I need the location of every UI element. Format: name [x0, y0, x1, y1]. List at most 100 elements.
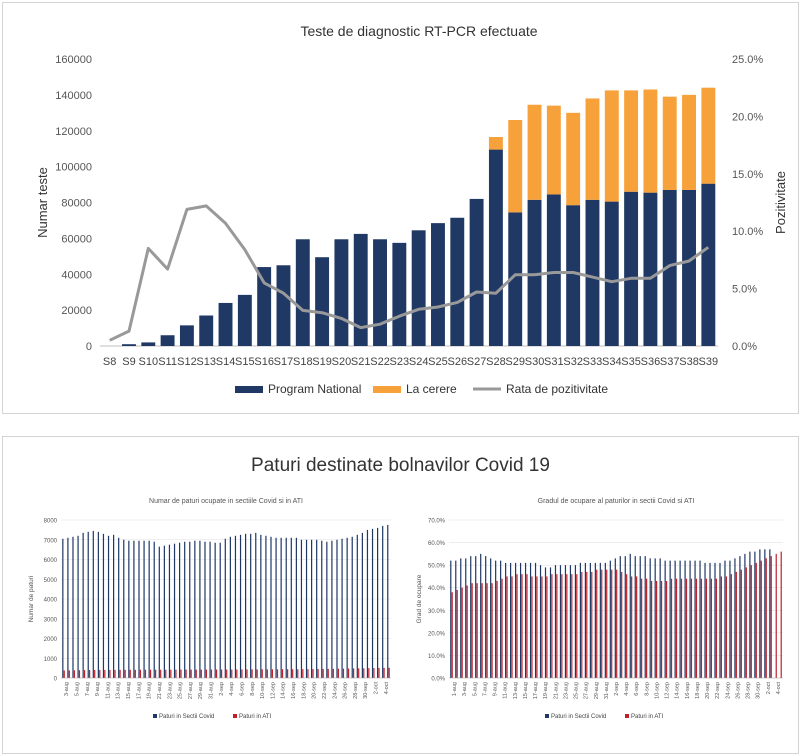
bar-sectii-covid	[87, 531, 89, 678]
bar-sectii-covid	[184, 541, 186, 678]
bar-sectii-covid	[361, 532, 363, 678]
x-tick-label: 6-sep	[634, 682, 640, 696]
bar-ati	[160, 669, 162, 678]
bar-ati	[456, 589, 458, 678]
bar-program-national	[701, 183, 716, 346]
x-tick-label: 29-aug	[594, 682, 600, 699]
bar-ati	[175, 669, 177, 678]
x-tick-label: S37	[660, 356, 680, 368]
bar-ati	[591, 571, 593, 678]
x-tick-label: 22-sep	[322, 682, 328, 699]
bar-ati	[139, 669, 141, 678]
y-tick-label: 8000	[44, 519, 58, 525]
bar-sectii-covid	[485, 556, 487, 678]
bar-sectii-covid	[719, 562, 721, 678]
x-tick-label: 4-oct	[384, 682, 390, 695]
bar-sectii-covid	[341, 538, 343, 678]
bar-program-national	[431, 223, 445, 346]
bar-ati	[670, 578, 673, 678]
bar-ati	[297, 669, 299, 678]
bar-program-national	[546, 194, 561, 346]
bar-ati	[271, 669, 273, 678]
bar-ati	[332, 668, 334, 678]
bar-sectii-covid	[113, 534, 115, 678]
x-tick-label: S16	[254, 356, 274, 368]
bar-sectii-covid	[285, 537, 287, 678]
x-tick-label: 7-aug	[482, 682, 488, 696]
x-tick-label: S21	[351, 356, 371, 368]
x-tick-label: S22	[370, 356, 390, 368]
bar-ati	[521, 574, 523, 678]
bar-sectii-covid	[290, 537, 292, 678]
bar-ati	[119, 669, 121, 678]
bar-sectii-covid	[644, 556, 646, 678]
bar-ati	[226, 669, 228, 678]
bar-sectii-covid	[475, 556, 477, 678]
x-tick-label: 16-sep	[685, 682, 691, 699]
x-tick-label: 9-aug	[95, 682, 101, 696]
bar-ati	[471, 583, 473, 678]
bar-sectii-covid	[604, 562, 606, 678]
beds-count-chart: Numar de paturi ocupate in sectiile Covi…	[28, 498, 391, 720]
bar-sectii-covid	[300, 539, 303, 678]
x-tick-label: 19-aug	[543, 682, 549, 699]
bar-sectii-covid	[664, 560, 666, 678]
bar-ati	[378, 667, 380, 678]
x-tick-label: 23-aug	[563, 682, 569, 699]
bar-program-national	[160, 335, 175, 346]
bar-sectii-covid	[305, 539, 308, 678]
bar-ati	[710, 578, 713, 678]
bar-sectii-covid	[234, 535, 237, 678]
bar-la-cerere	[682, 94, 696, 190]
bar-sectii-covid	[544, 567, 547, 678]
y-tick-label: 160000	[55, 54, 92, 66]
x-tick-label: S32	[563, 356, 583, 368]
bar-ati	[383, 667, 385, 678]
bar-sectii-covid	[529, 562, 532, 678]
x-tick-label: 1-aug	[452, 682, 458, 696]
bar-sectii-covid	[189, 541, 191, 678]
y-tick-label: 3000	[44, 617, 58, 623]
bar-sectii-covid	[609, 560, 611, 678]
bar-ati	[546, 576, 548, 678]
y2-tick-label: 20.0%	[732, 111, 763, 123]
bar-ati	[210, 669, 213, 678]
x-tick-label: S8	[103, 356, 116, 368]
x-tick-label: 28-sep	[353, 682, 359, 699]
bar-sectii-covid	[614, 558, 616, 678]
bar-ati	[337, 668, 339, 678]
bar-ati	[705, 578, 708, 678]
x-tick-label: S27	[467, 356, 487, 368]
bar-ati	[740, 569, 742, 678]
bar-ati	[526, 574, 528, 678]
x-tick-label: S10	[138, 356, 158, 368]
y-tick-label: 30.0%	[428, 609, 446, 615]
bar-sectii-covid	[534, 562, 537, 678]
y-tick-label: 2000	[44, 637, 58, 643]
bar-program-national	[508, 212, 523, 346]
bar-sectii-covid	[689, 560, 691, 678]
bar-program-national	[373, 239, 387, 346]
x-tick-label: 3-aug	[462, 682, 468, 696]
bar-sectii-covid	[250, 533, 252, 678]
bar-ati	[775, 553, 777, 678]
x-tick-label: 27-aug	[584, 682, 590, 699]
bar-sectii-covid	[659, 558, 661, 678]
bar-ati	[73, 670, 75, 678]
bar-sectii-covid	[382, 525, 384, 678]
x-tick-label: 25-aug	[574, 682, 580, 699]
x-tick-label: S30	[525, 356, 545, 368]
x-tick-label: S14	[216, 356, 236, 368]
bar-sectii-covid	[519, 562, 522, 678]
x-tick-label: S24	[409, 356, 429, 368]
bar-sectii-covid	[311, 539, 313, 678]
x-tick-label: 15-aug	[523, 682, 529, 699]
bar-sectii-covid	[539, 565, 542, 678]
bar-ati	[621, 571, 623, 678]
bar-ati	[606, 569, 608, 678]
bar-sectii-covid	[336, 539, 338, 678]
bar-la-cerere	[488, 137, 503, 150]
x-tick-label: S31	[544, 356, 564, 368]
bar-sectii-covid	[295, 537, 297, 678]
bar-ati	[531, 576, 533, 678]
